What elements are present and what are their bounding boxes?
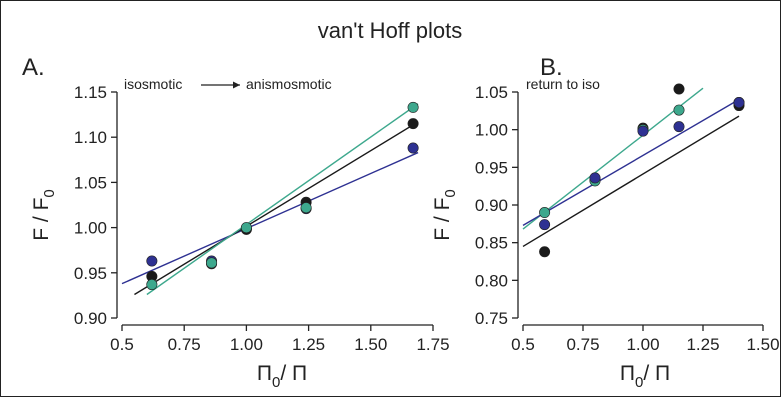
panel-b-ylabel: F / F0 <box>431 189 459 241</box>
figure-title: van't Hoff plots <box>318 18 462 43</box>
panel-a: A. isosmotic anismosmotic F / F0 Π0/ Π 0… <box>22 54 450 391</box>
panel-b-xlabel-sub: 0 <box>635 374 643 391</box>
panel-b-navy-point <box>589 172 601 184</box>
panel-b-x-tick-label: 1.50 <box>746 335 779 354</box>
panel-a-label: A. <box>22 54 45 81</box>
panel-b-x-tick-label: 0.75 <box>566 335 599 354</box>
panel-a-navy-point <box>146 255 158 267</box>
panel-a-black-fit-line <box>134 121 419 296</box>
panel-a-x-tick-label: 1.50 <box>354 335 387 354</box>
panel-a-xlabel: Π0/ Π <box>257 362 307 391</box>
panel-b-x-tick-label: 1.00 <box>626 335 659 354</box>
panel-b-y-tick-label: 0.75 <box>475 309 508 328</box>
panel-a-x-tick-label: 0.75 <box>168 335 201 354</box>
panel-b-navy-point <box>673 121 685 133</box>
panel-a-ylabel-main: F / F <box>30 198 53 241</box>
panel-a-navy-point <box>407 142 419 154</box>
svg-text:F / F0: F / F0 <box>30 189 58 241</box>
panel-a-annotation-right: anismosmotic <box>246 76 332 92</box>
panel-a-ylabel: F / F0 <box>30 189 58 241</box>
panel-b-y-tick-label: 0.80 <box>475 271 508 290</box>
panel-b-y-tick-label: 0.85 <box>475 234 508 253</box>
panel-b-teal-point <box>539 207 551 219</box>
panel-b-xlabel: Π0/ Π <box>620 362 670 391</box>
panel-a-teal-point <box>146 279 158 291</box>
panel-a-y-tick-label: 1.00 <box>74 219 107 238</box>
panel-b-xlabel-tail: / Π <box>643 362 670 385</box>
panel-a-navy-fit-line <box>121 151 419 285</box>
panel-b-y-tick-label: 0.95 <box>475 158 508 177</box>
panel-a-teal-point <box>206 257 218 269</box>
panel-a-x-tick-label: 1.25 <box>292 335 325 354</box>
panel-b-navy-fit-line <box>522 98 740 226</box>
panel-b-teal-point <box>673 104 685 116</box>
panel-a-y-tick-label: 0.90 <box>74 309 107 328</box>
panel-b-navy-point <box>637 125 649 137</box>
panel-b-x-tick-label: 0.5 <box>511 335 535 354</box>
panel-a-xlabel-tail: / Π <box>280 362 307 385</box>
panel-b-xlabel-main: Π <box>620 362 635 385</box>
panel-a-y-tick-label: 1.05 <box>74 173 107 192</box>
panel-a-y-tick-label: 0.95 <box>74 264 107 283</box>
panel-a-teal-point <box>407 101 419 113</box>
panel-b-label: B. <box>540 54 563 81</box>
panel-a-xlabel-main: Π <box>257 362 272 385</box>
panel-b-ylabel-main: F / F <box>431 198 454 241</box>
panel-a-x-tick-label: 0.5 <box>110 335 134 354</box>
panel-b-navy-point <box>733 97 745 109</box>
svg-text:F / F0: F / F0 <box>431 189 459 241</box>
panel-b-ylabel-sub: 0 <box>442 189 459 197</box>
panel-b-black-point <box>673 83 685 95</box>
panel-b: B. return to iso F / F0 Π0/ Π 0.750.800.… <box>431 54 780 391</box>
panel-a-black-point <box>407 118 419 130</box>
panel-b-black-fit-line <box>522 115 740 248</box>
panel-b-teal-fit-line <box>522 87 704 230</box>
panel-b-annotation-left: return to iso <box>526 76 600 92</box>
panel-a-teal-point <box>240 222 252 234</box>
panel-a-xlabel-sub: 0 <box>272 374 280 391</box>
panel-a-annotation-arrowhead <box>233 81 240 89</box>
panel-a-y-tick-label: 1.15 <box>74 83 107 102</box>
panel-b-navy-point <box>539 219 551 231</box>
panel-a-y-tick-label: 1.10 <box>74 128 107 147</box>
panel-a-teal-point <box>300 202 312 214</box>
panel-a-ylabel-sub: 0 <box>41 189 58 197</box>
panel-b-y-tick-label: 1.05 <box>475 83 508 102</box>
panel-a-annotation-left: isosmotic <box>124 76 182 92</box>
panel-a-teal-fit-line <box>146 103 419 296</box>
panel-b-black-point <box>539 246 551 258</box>
panel-a-x-tick-label: 1.75 <box>416 335 449 354</box>
panel-b-y-tick-label: 1.00 <box>475 121 508 140</box>
panel-b-y-tick-label: 0.90 <box>475 196 508 215</box>
panel-b-x-tick-label: 1.25 <box>686 335 719 354</box>
panel-a-x-tick-label: 1.00 <box>230 335 263 354</box>
